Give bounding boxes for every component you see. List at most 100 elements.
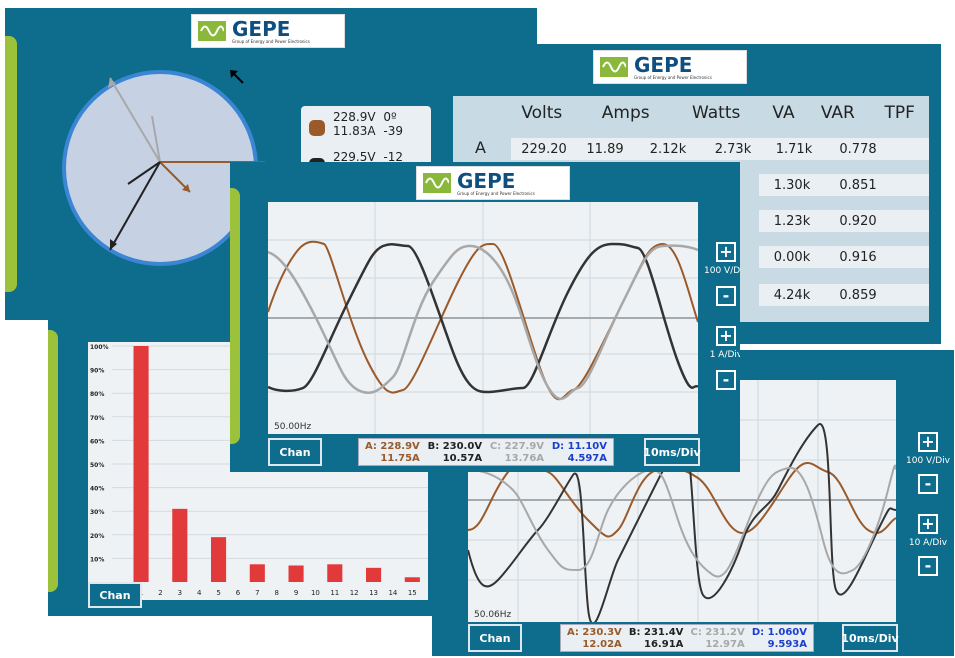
- table-row: 0.00k 0.916: [759, 246, 929, 268]
- scope2-frequency: 50.06Hz: [474, 610, 512, 620]
- sine-wave-icon: [423, 173, 451, 193]
- harmonics-x-tick: 10: [311, 589, 320, 597]
- scope2-voltage-scale: 100 V/Div: [906, 456, 950, 466]
- phasor-a-voltage-value: 228.9V: [333, 110, 376, 124]
- scope1-d-current: 4.597A: [567, 453, 607, 464]
- header-va: VA: [772, 103, 795, 123]
- table-row: 1.23k 0.920: [759, 210, 929, 232]
- scope1-a-voltage: 228.9V: [380, 441, 420, 452]
- logo-subtitle: Group of Energy and Power Electronics: [232, 38, 310, 44]
- scope1-plot: 50.00Hz: [268, 202, 698, 434]
- logo-title: GEPE: [232, 16, 291, 41]
- table-row: 4.24k 0.859: [759, 284, 929, 306]
- scope2-current-plus-button[interactable]: +: [918, 514, 938, 534]
- logo-subtitle: Group of Energy and Power Electronics: [457, 190, 535, 196]
- phasor-left-tab[interactable]: [5, 36, 17, 292]
- header-tpf: TPF: [884, 103, 915, 123]
- scope2-b-current: 16.91A: [644, 639, 684, 650]
- scope1-b-voltage: 230.0V: [442, 441, 483, 452]
- phasor-c-voltage: [109, 77, 161, 163]
- phase-a-swatch: [309, 120, 325, 136]
- harmonic-bar-11: [327, 564, 343, 582]
- logo-title: GEPE: [634, 52, 693, 77]
- rotation-arrow-icon: [230, 70, 244, 84]
- scope1-frequency: 50.00Hz: [274, 422, 312, 432]
- scope1-left-tab[interactable]: [230, 188, 240, 444]
- scope2-current-minus-button[interactable]: -: [918, 556, 938, 576]
- harmonics-x-tick: 9: [294, 589, 298, 597]
- sine-wave-icon: [198, 21, 226, 41]
- scope2-chan-button[interactable]: Chan: [468, 624, 522, 652]
- logo-title: GEPE: [457, 168, 516, 193]
- logo-subtitle: Group of Energy and Power Electronics: [634, 74, 712, 80]
- cell-var: 0.00k: [773, 249, 811, 265]
- harmonics-left-tab[interactable]: [48, 330, 58, 592]
- sine-wave-icon: [600, 57, 628, 77]
- harmonics-y-tick: 60%: [90, 438, 104, 445]
- harmonic-bar-15: [404, 577, 420, 582]
- scope1-current-minus-button[interactable]: -: [716, 370, 736, 390]
- scope1-voltage-minus-button[interactable]: -: [716, 286, 736, 306]
- table-row: A 229.20 11.89 2.12k 2.73k 1.71k 0.778: [453, 138, 929, 160]
- scope1-voltage-plus-button[interactable]: +: [716, 242, 736, 262]
- scope2-readout: A: 230.3V 12.02A B: 231.4V 16.91A C: 231…: [560, 624, 814, 652]
- harmonics-x-tick: 2: [158, 589, 162, 597]
- scope2-voltage-plus-button[interactable]: +: [918, 432, 938, 452]
- measurement-table: Volts Amps Watts VA VAR TPF: [453, 96, 929, 130]
- scope1-current-plus-button[interactable]: +: [716, 326, 736, 346]
- harmonic-bar-7: [249, 564, 265, 582]
- header-watts: Watts: [692, 103, 741, 123]
- cell-a-watts: 2.12k: [649, 141, 687, 157]
- scope2-label-d: D:: [751, 627, 765, 638]
- scope1-screen: GEPE Group of Energy and Power Electroni…: [230, 162, 740, 472]
- phasor-b-voltage-angle: -12: [383, 150, 403, 164]
- table-header-row: Volts Amps Watts VA VAR TPF: [453, 96, 929, 130]
- harmonics-x-tick: 5: [216, 589, 220, 597]
- harmonics-x-tick: 11: [330, 589, 339, 597]
- phasor-b-voltage: [109, 161, 161, 251]
- scope2-current-scale: 10 A/Div: [908, 538, 948, 548]
- phasor-b-current: [127, 161, 161, 185]
- scope1-label-a: A:: [365, 441, 377, 452]
- scope2-label-c: C:: [690, 627, 702, 638]
- scope2-voltage-minus-button[interactable]: -: [918, 474, 938, 494]
- scope1-timebase-button[interactable]: 10ms/Div: [643, 438, 701, 466]
- logo: GEPE Group of Energy and Power Electroni…: [191, 14, 345, 48]
- harmonics-y-tick: 70%: [90, 415, 104, 422]
- harmonics-y-tick: 20%: [90, 533, 104, 540]
- scope2-c-voltage: 231.2V: [705, 627, 745, 638]
- harmonics-y-tick: 90%: [90, 368, 104, 375]
- scope2-trace-c: [468, 464, 896, 578]
- cell-tpf: 0.920: [839, 213, 877, 229]
- harmonics-y-tick: 10%: [90, 556, 104, 563]
- cell-tpf: 0.851: [839, 177, 877, 193]
- cell-var: 4.24k: [773, 287, 811, 303]
- harmonic-bar-9: [288, 565, 304, 582]
- scope2-d-current: 9.593A: [767, 639, 807, 650]
- harmonics-y-tick: 40%: [90, 486, 104, 493]
- scope2-label-a: A:: [567, 627, 579, 638]
- table-row: 1.30k 0.851: [759, 174, 929, 196]
- scope1-d-voltage: 11.10V: [567, 441, 607, 452]
- harmonics-x-tick: 4: [197, 589, 202, 597]
- harmonic-bar-13: [366, 567, 382, 582]
- harmonics-x-tick: 6: [236, 589, 241, 597]
- scope1-chan-button[interactable]: Chan: [268, 438, 322, 466]
- scope1-current-scale: 1 A/Div: [709, 350, 740, 360]
- scope1-label-c: C:: [489, 441, 502, 452]
- scope1-a-current: 11.75A: [380, 453, 420, 464]
- scope2-timebase-button[interactable]: 10ms/Div: [841, 624, 899, 652]
- scope1-label-d: D:: [551, 441, 565, 452]
- harmonics-x-tick: 12: [350, 589, 359, 597]
- phasor-diagram: [62, 70, 265, 266]
- row-label-a: A: [475, 138, 486, 157]
- scope1-trace-b: [268, 242, 698, 394]
- cell-tpf: 0.916: [839, 249, 877, 265]
- phasor-a-current-value: 11.83A: [333, 124, 376, 138]
- cell-a-amps: 11.89: [586, 141, 624, 157]
- scope1-voltage-scale: 100 V/Div: [704, 266, 740, 276]
- scope1-c-voltage: 227.9V: [504, 441, 545, 452]
- cell-tpf: 0.859: [839, 287, 877, 303]
- chan-button[interactable]: Chan: [88, 582, 142, 608]
- cell-var: 1.23k: [773, 213, 811, 229]
